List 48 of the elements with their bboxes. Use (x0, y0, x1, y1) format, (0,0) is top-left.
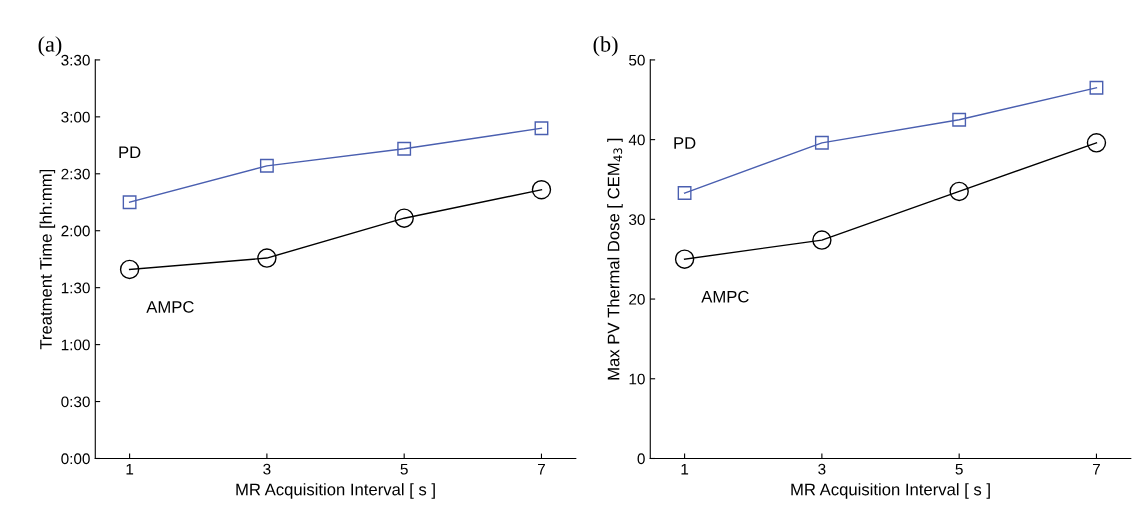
y-axis-title: Max PV Thermal Dose [ CEM$_{43}$ ] (607, 138, 623, 380)
point (394, 208, 414, 228)
point (397, 141, 412, 156)
point (949, 181, 969, 202)
y-tick-label: 2:30 (61, 168, 90, 180)
series-label: AMPC (701, 290, 749, 303)
point (677, 186, 692, 200)
x-tick-label: 7 (538, 463, 545, 475)
y-tick-label: 30 (629, 214, 645, 226)
x-tick-label: 3 (818, 463, 826, 475)
x-tick-label: 5 (400, 463, 408, 475)
chart-title: (a) (38, 36, 62, 57)
x-tick-label: 5 (955, 463, 963, 475)
x-axis-title: MR Acquisition Interval [ s ] (236, 483, 435, 499)
point (257, 248, 277, 268)
y-tick-label: 2:00 (61, 225, 90, 237)
x-axis-title: MR Acquisition Interval [ s ] (791, 483, 990, 499)
x-tick-label: 7 (1092, 463, 1100, 475)
y-tick-label: 1:00 (61, 339, 90, 351)
point (531, 180, 552, 200)
chart-title: (b) (593, 36, 618, 57)
series-label: AMPC (146, 301, 194, 313)
y-tick-label: 3:30 (61, 54, 90, 66)
y-tick-label: 0:30 (61, 396, 90, 408)
point (534, 121, 549, 136)
point (1086, 133, 1107, 153)
y-tick-label: 10 (629, 373, 645, 385)
y-tick-label: 0:00 (61, 453, 90, 465)
y-axis-title: Treatment Time [hh:mm] (39, 169, 56, 350)
point (814, 135, 829, 150)
point (674, 249, 695, 269)
text: PD (674, 137, 696, 149)
point (119, 259, 140, 280)
point (122, 195, 137, 210)
y-tick-label: 40 (628, 134, 645, 146)
x-tick-label: 1 (681, 463, 689, 475)
x-tick-label: 1 (126, 463, 134, 475)
point (952, 112, 967, 127)
point (812, 230, 832, 250)
x-tick-label: 3 (263, 463, 271, 475)
point (259, 158, 274, 173)
y-tick-label: 1:30 (61, 282, 90, 294)
y-tick-label: 3:00 (61, 111, 90, 123)
text: PD (119, 146, 141, 158)
y-tick-label: 50 (629, 54, 645, 66)
y-tick-label: 0 (637, 453, 645, 465)
y-tick-label: 20 (629, 293, 645, 305)
point (1089, 80, 1104, 95)
